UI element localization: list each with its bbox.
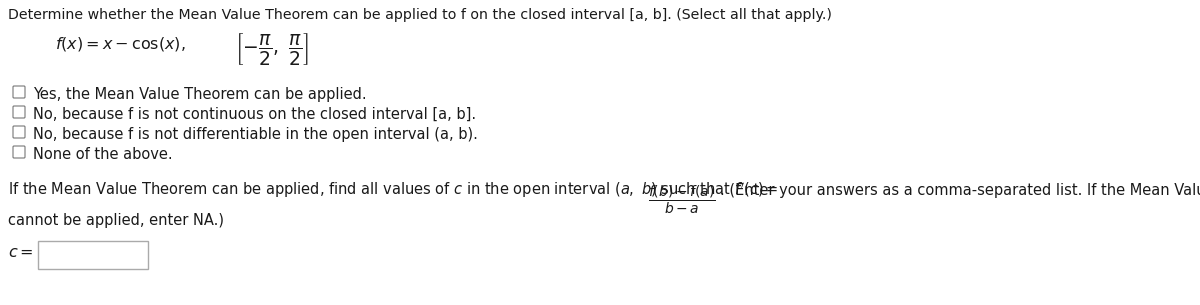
FancyBboxPatch shape [13,126,25,138]
FancyBboxPatch shape [13,106,25,118]
Text: $\left[-\dfrac{\pi}{2},\ \dfrac{\pi}{2}\right]$: $\left[-\dfrac{\pi}{2},\ \dfrac{\pi}{2}\… [235,31,308,67]
Text: . (Enter your answers as a comma-separated list. If the Mean Value Theorem: . (Enter your answers as a comma-separat… [720,183,1200,198]
FancyBboxPatch shape [13,86,25,98]
Text: No, because f is not continuous on the closed interval [a, b].: No, because f is not continuous on the c… [34,107,476,122]
Text: Yes, the Mean Value Theorem can be applied.: Yes, the Mean Value Theorem can be appli… [34,87,367,102]
Text: $c =$: $c =$ [8,245,34,260]
Text: No, because f is not differentiable in the open interval (a, b).: No, because f is not differentiable in t… [34,127,478,142]
FancyBboxPatch shape [13,146,25,158]
Text: Determine whether the Mean Value Theorem can be applied to f on the closed inter: Determine whether the Mean Value Theorem… [8,8,832,22]
Text: If the Mean Value Theorem can be applied, find all values of $c$ in the open int: If the Mean Value Theorem can be applied… [8,180,779,200]
Text: $\dfrac{f(b) - f(a)}{b - a}$: $\dfrac{f(b) - f(a)}{b - a}$ [648,184,715,216]
Bar [38,241,148,269]
Text: $f(x) = x - \cos(x),$: $f(x) = x - \cos(x),$ [55,35,186,53]
Text: cannot be applied, enter NA.): cannot be applied, enter NA.) [8,213,224,228]
Text: None of the above.: None of the above. [34,147,173,162]
